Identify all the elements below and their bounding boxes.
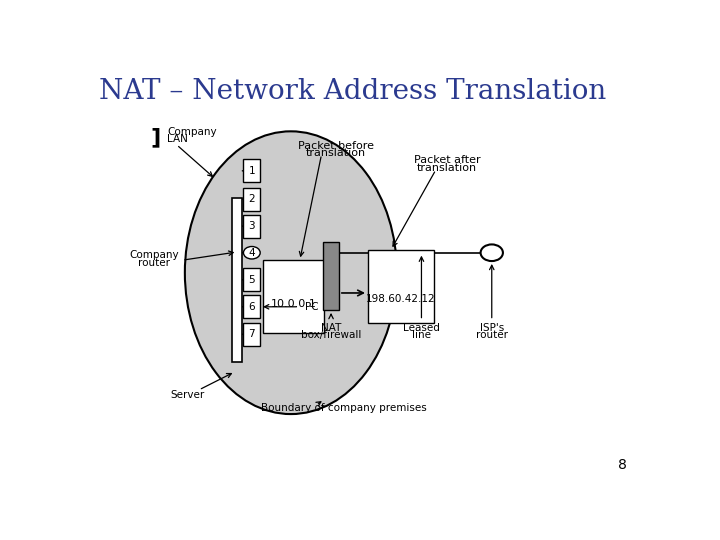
- Text: 4: 4: [248, 248, 255, 258]
- Text: Boundary of company premises: Boundary of company premises: [261, 403, 427, 413]
- FancyBboxPatch shape: [243, 323, 260, 346]
- Text: PC: PC: [305, 302, 318, 312]
- FancyBboxPatch shape: [243, 215, 260, 238]
- FancyBboxPatch shape: [243, 159, 260, 183]
- Text: 8: 8: [618, 458, 627, 472]
- FancyBboxPatch shape: [233, 198, 243, 362]
- FancyBboxPatch shape: [323, 241, 339, 310]
- FancyBboxPatch shape: [243, 268, 260, 291]
- Ellipse shape: [185, 131, 397, 414]
- Text: box/firewall: box/firewall: [301, 330, 361, 341]
- Text: 7: 7: [248, 329, 255, 339]
- Text: 3: 3: [248, 221, 255, 231]
- Text: Packet before: Packet before: [297, 141, 374, 151]
- Text: ISP's: ISP's: [480, 323, 504, 333]
- Text: Company: Company: [130, 250, 179, 260]
- Circle shape: [480, 245, 503, 261]
- Text: translation: translation: [417, 163, 477, 173]
- Text: translation: translation: [305, 148, 366, 158]
- Text: ]: ]: [150, 127, 161, 147]
- Text: line: line: [412, 330, 431, 341]
- Text: NAT: NAT: [321, 323, 341, 333]
- FancyBboxPatch shape: [368, 250, 433, 322]
- FancyBboxPatch shape: [243, 295, 260, 318]
- Text: Packet after: Packet after: [414, 156, 480, 165]
- Text: 2: 2: [248, 194, 255, 204]
- Text: Server: Server: [171, 390, 204, 400]
- Text: router: router: [476, 330, 508, 341]
- Text: 6: 6: [248, 302, 255, 312]
- Circle shape: [243, 246, 260, 259]
- FancyBboxPatch shape: [263, 260, 324, 333]
- Text: NAT – Network Address Translation: NAT – Network Address Translation: [99, 78, 606, 105]
- Text: 198.60.42.12: 198.60.42.12: [366, 294, 436, 305]
- FancyBboxPatch shape: [243, 188, 260, 211]
- Text: Company: Company: [167, 127, 217, 137]
- Text: router: router: [138, 258, 170, 268]
- Text: 10.0.0.1: 10.0.0.1: [271, 299, 317, 309]
- Text: Leased: Leased: [403, 323, 440, 333]
- Text: 1: 1: [248, 166, 255, 176]
- Text: LAN: LAN: [167, 134, 188, 144]
- Text: 5: 5: [248, 275, 255, 285]
